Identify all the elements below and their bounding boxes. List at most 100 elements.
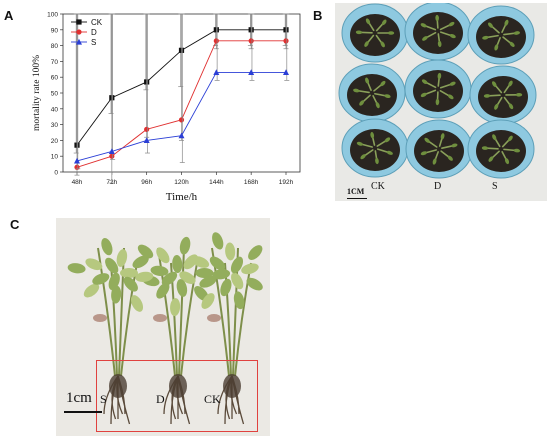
data-point-s (178, 132, 185, 139)
seedling-leaf (421, 79, 428, 85)
plants-illustration (67, 232, 263, 425)
soil (350, 14, 400, 56)
pot-label-s: S (492, 181, 498, 192)
seedling-leaf (375, 102, 380, 109)
seedling-leaf (492, 134, 497, 141)
plant-leaf (67, 263, 86, 274)
plant-stem (178, 247, 185, 377)
seedling-leaf (451, 143, 458, 148)
legend-marker (76, 38, 82, 45)
seedling-leaf (491, 81, 497, 87)
soil (414, 130, 464, 172)
plant-leaf (209, 256, 226, 271)
seedling-leaf (488, 156, 494, 162)
seedling-leaf (356, 141, 363, 146)
plant-leaf (85, 258, 103, 271)
seedling-leaf (483, 94, 491, 98)
y-tick-label: 50 (51, 91, 59, 98)
seedling-leaf (513, 31, 520, 35)
data-point-d (213, 38, 219, 44)
plant-leaf (248, 245, 263, 261)
plant-label-d: D (156, 392, 165, 406)
legend-label: CK (91, 18, 103, 27)
seedling-leaf (494, 103, 499, 110)
data-point-s (74, 157, 80, 164)
seedling-leaf (440, 133, 445, 140)
y-tick-label: 30 (51, 122, 59, 129)
data-point-s (143, 137, 150, 143)
root-ball (109, 374, 127, 398)
plant-leaf (132, 255, 149, 269)
seedling-leaf (481, 146, 489, 150)
x-tick-label: 144h (209, 179, 224, 186)
plant-leaf (230, 256, 244, 274)
y-tick-label: 10 (51, 154, 59, 161)
plant-leaf (101, 237, 113, 256)
data-point-d (283, 38, 289, 44)
seedling-leaf (387, 31, 395, 35)
dried-leaf (93, 314, 107, 322)
scale-bar-c (64, 411, 102, 413)
pots-illustration (338, 3, 537, 179)
plant-leaf (231, 272, 244, 290)
root-highlight-box (96, 360, 258, 432)
y-tick-label: 40 (51, 106, 59, 113)
seedling-leaf (380, 80, 386, 87)
plant-leaf (120, 268, 138, 278)
x-tick-label: 48h (72, 179, 83, 186)
data-point-d (109, 153, 115, 159)
seedling-leaf (420, 92, 427, 98)
seedling-leaf (449, 81, 456, 86)
seedling-leaf (355, 30, 363, 35)
plant-leaf (212, 232, 224, 250)
seedling-leaf (370, 132, 375, 139)
legend-marker (76, 29, 82, 35)
plant-leaf (225, 242, 236, 261)
seedling-leaf (432, 158, 437, 165)
plant-leaf (220, 278, 232, 297)
seedling-leaf (482, 35, 489, 40)
data-point-s (213, 69, 220, 76)
data-point-d (144, 126, 150, 132)
y-tick-label: 80 (51, 43, 59, 50)
pot-label-ck: CK (371, 181, 385, 192)
seedling-leaf (508, 80, 513, 87)
y-axis-label: mortality rate 100% (32, 55, 42, 131)
seedling-leaf (437, 40, 442, 48)
root-ball (169, 374, 187, 398)
seedling-leaf (447, 155, 453, 161)
plant-leaf (195, 268, 214, 278)
soil (413, 12, 463, 54)
dried-leaf (153, 314, 167, 322)
seedling-leaf (494, 44, 499, 51)
soil (347, 74, 397, 116)
plant-stem (110, 262, 118, 377)
plant-leaf (123, 276, 138, 292)
seedling-leaf (381, 19, 387, 26)
plant-leaf (161, 271, 178, 286)
x-tick-label: 192h (279, 179, 294, 186)
plant-leaf (241, 263, 259, 275)
plant-leaf (172, 255, 183, 274)
data-point-d (178, 117, 185, 123)
pot-label-d: D (434, 181, 442, 192)
seedling-leaf (508, 135, 513, 142)
seedling-leaf (435, 14, 439, 22)
seedling-leaf (513, 148, 521, 153)
seedling-leaf (449, 34, 456, 39)
seedling-leaf (365, 18, 371, 25)
plant-leaf (201, 293, 215, 309)
plant-leaf (192, 256, 210, 268)
plant-leaf (199, 275, 217, 288)
seedling-leaf (437, 72, 442, 80)
seedling-leaf (515, 92, 523, 97)
x-axis-label: Time/h (166, 191, 198, 203)
plant-leaf (135, 271, 154, 282)
seedling-leaf (359, 100, 365, 106)
plant-leaf (108, 272, 120, 291)
plant-stem (180, 262, 198, 377)
seedling-leaf (353, 88, 360, 93)
seedling-leaf (422, 36, 428, 41)
panel-letter-b: B (313, 8, 323, 23)
seedling-leaf (380, 41, 385, 48)
